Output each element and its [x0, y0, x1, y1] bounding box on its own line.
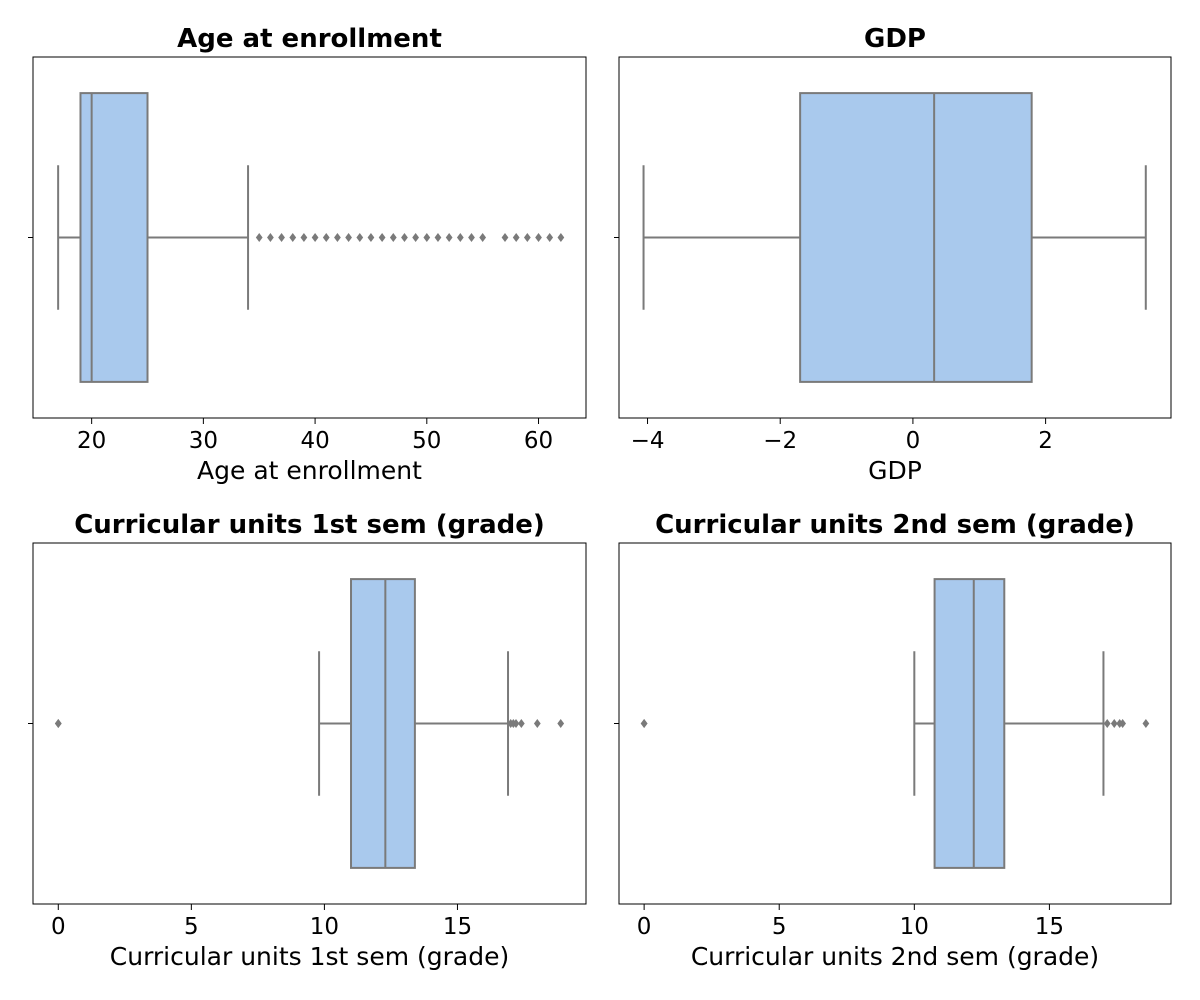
chart-panel-1: Age at enrollment 20 30 40 50 60 Age at enroll…: [28, 24, 587, 485]
chart-title: Age at enrollment: [177, 24, 442, 54]
outlier-point: [289, 233, 297, 242]
x-tick-label: 60: [524, 428, 553, 454]
outlier-point: [334, 233, 341, 242]
outlier-point: [445, 233, 453, 242]
outlier-point: [517, 719, 525, 728]
outlier-point: [640, 719, 648, 728]
x-tick-label: −2: [763, 428, 797, 454]
x-tick-label: 0: [906, 428, 921, 454]
outlier-point: [345, 233, 352, 242]
outlier-point: [1142, 719, 1150, 728]
outlier-point: [479, 233, 487, 242]
outlier-point: [456, 233, 464, 242]
outlier-point: [322, 233, 330, 242]
outlier-point: [356, 233, 364, 242]
outlier-point: [278, 233, 285, 242]
outlier-point: [54, 719, 62, 728]
outlier-point: [423, 233, 431, 242]
outlier-point: [378, 233, 386, 242]
x-tick-label: 40: [300, 428, 329, 454]
outlier-point: [300, 233, 308, 242]
x-tick-label: 0: [637, 914, 652, 940]
x-axis-label: Curricular units 2nd sem (grade): [691, 942, 1099, 971]
chart-title: GDP: [864, 24, 926, 54]
outlier-point: [533, 719, 541, 728]
iqr-box: [79, 92, 149, 383]
outlier-point: [535, 233, 542, 242]
outlier-point: [557, 233, 565, 242]
x-tick-label: 5: [772, 914, 787, 940]
outlier-point: [311, 233, 319, 242]
outlier-point: [255, 233, 263, 242]
x-axis-label: Curricular units 1st sem (grade): [110, 942, 509, 971]
chart-panel-3: Curricular units 1st sem (grade)0 5 10 15Cu…: [28, 510, 587, 971]
chart-title: Curricular units 1st sem (grade): [74, 510, 545, 540]
outlier-point: [1103, 719, 1111, 728]
outlier-point: [501, 233, 509, 242]
chart-panel-2: GDP −4 −2 0 2 GDP: [614, 24, 1172, 485]
outlier-point: [367, 233, 375, 242]
outlier-point: [1110, 719, 1118, 728]
x-tick-label: 20: [77, 428, 106, 454]
x-tick-label: 0: [51, 914, 66, 940]
iqr-box: [799, 92, 1033, 383]
x-tick-label: 5: [184, 914, 199, 940]
outlier-point: [1119, 719, 1127, 728]
iqr-box: [350, 578, 416, 869]
x-tick-label: 30: [189, 428, 218, 454]
x-tick-label: −4: [631, 428, 665, 454]
outlier-point: [401, 233, 408, 242]
x-tick-label: 15: [1035, 914, 1064, 940]
x-tick-label: 10: [900, 914, 929, 940]
outlier-point: [546, 233, 554, 242]
iqr-box: [933, 578, 1006, 869]
outlier-point: [468, 233, 475, 242]
x-tick-label: 50: [412, 428, 441, 454]
outlier-point: [512, 719, 520, 728]
outlier-point: [434, 233, 442, 242]
x-axis-label: Age at enrollment: [197, 456, 422, 485]
chart-title: Curricular units 2nd sem (grade): [655, 510, 1135, 540]
outlier-point: [412, 233, 420, 242]
x-tick-label: 15: [443, 914, 472, 940]
chart-panel-4: Curricular units 2nd sem (grade)0 5 10 15Cu…: [614, 510, 1172, 971]
x-axis-label: GDP: [868, 456, 922, 485]
outlier-point: [389, 233, 397, 242]
outlier-point: [523, 233, 531, 242]
x-tick-label: 2: [1038, 428, 1053, 454]
outlier-point: [557, 719, 565, 728]
outlier-point: [512, 233, 520, 242]
x-tick-label: 10: [310, 914, 339, 940]
outlier-point: [267, 233, 274, 242]
